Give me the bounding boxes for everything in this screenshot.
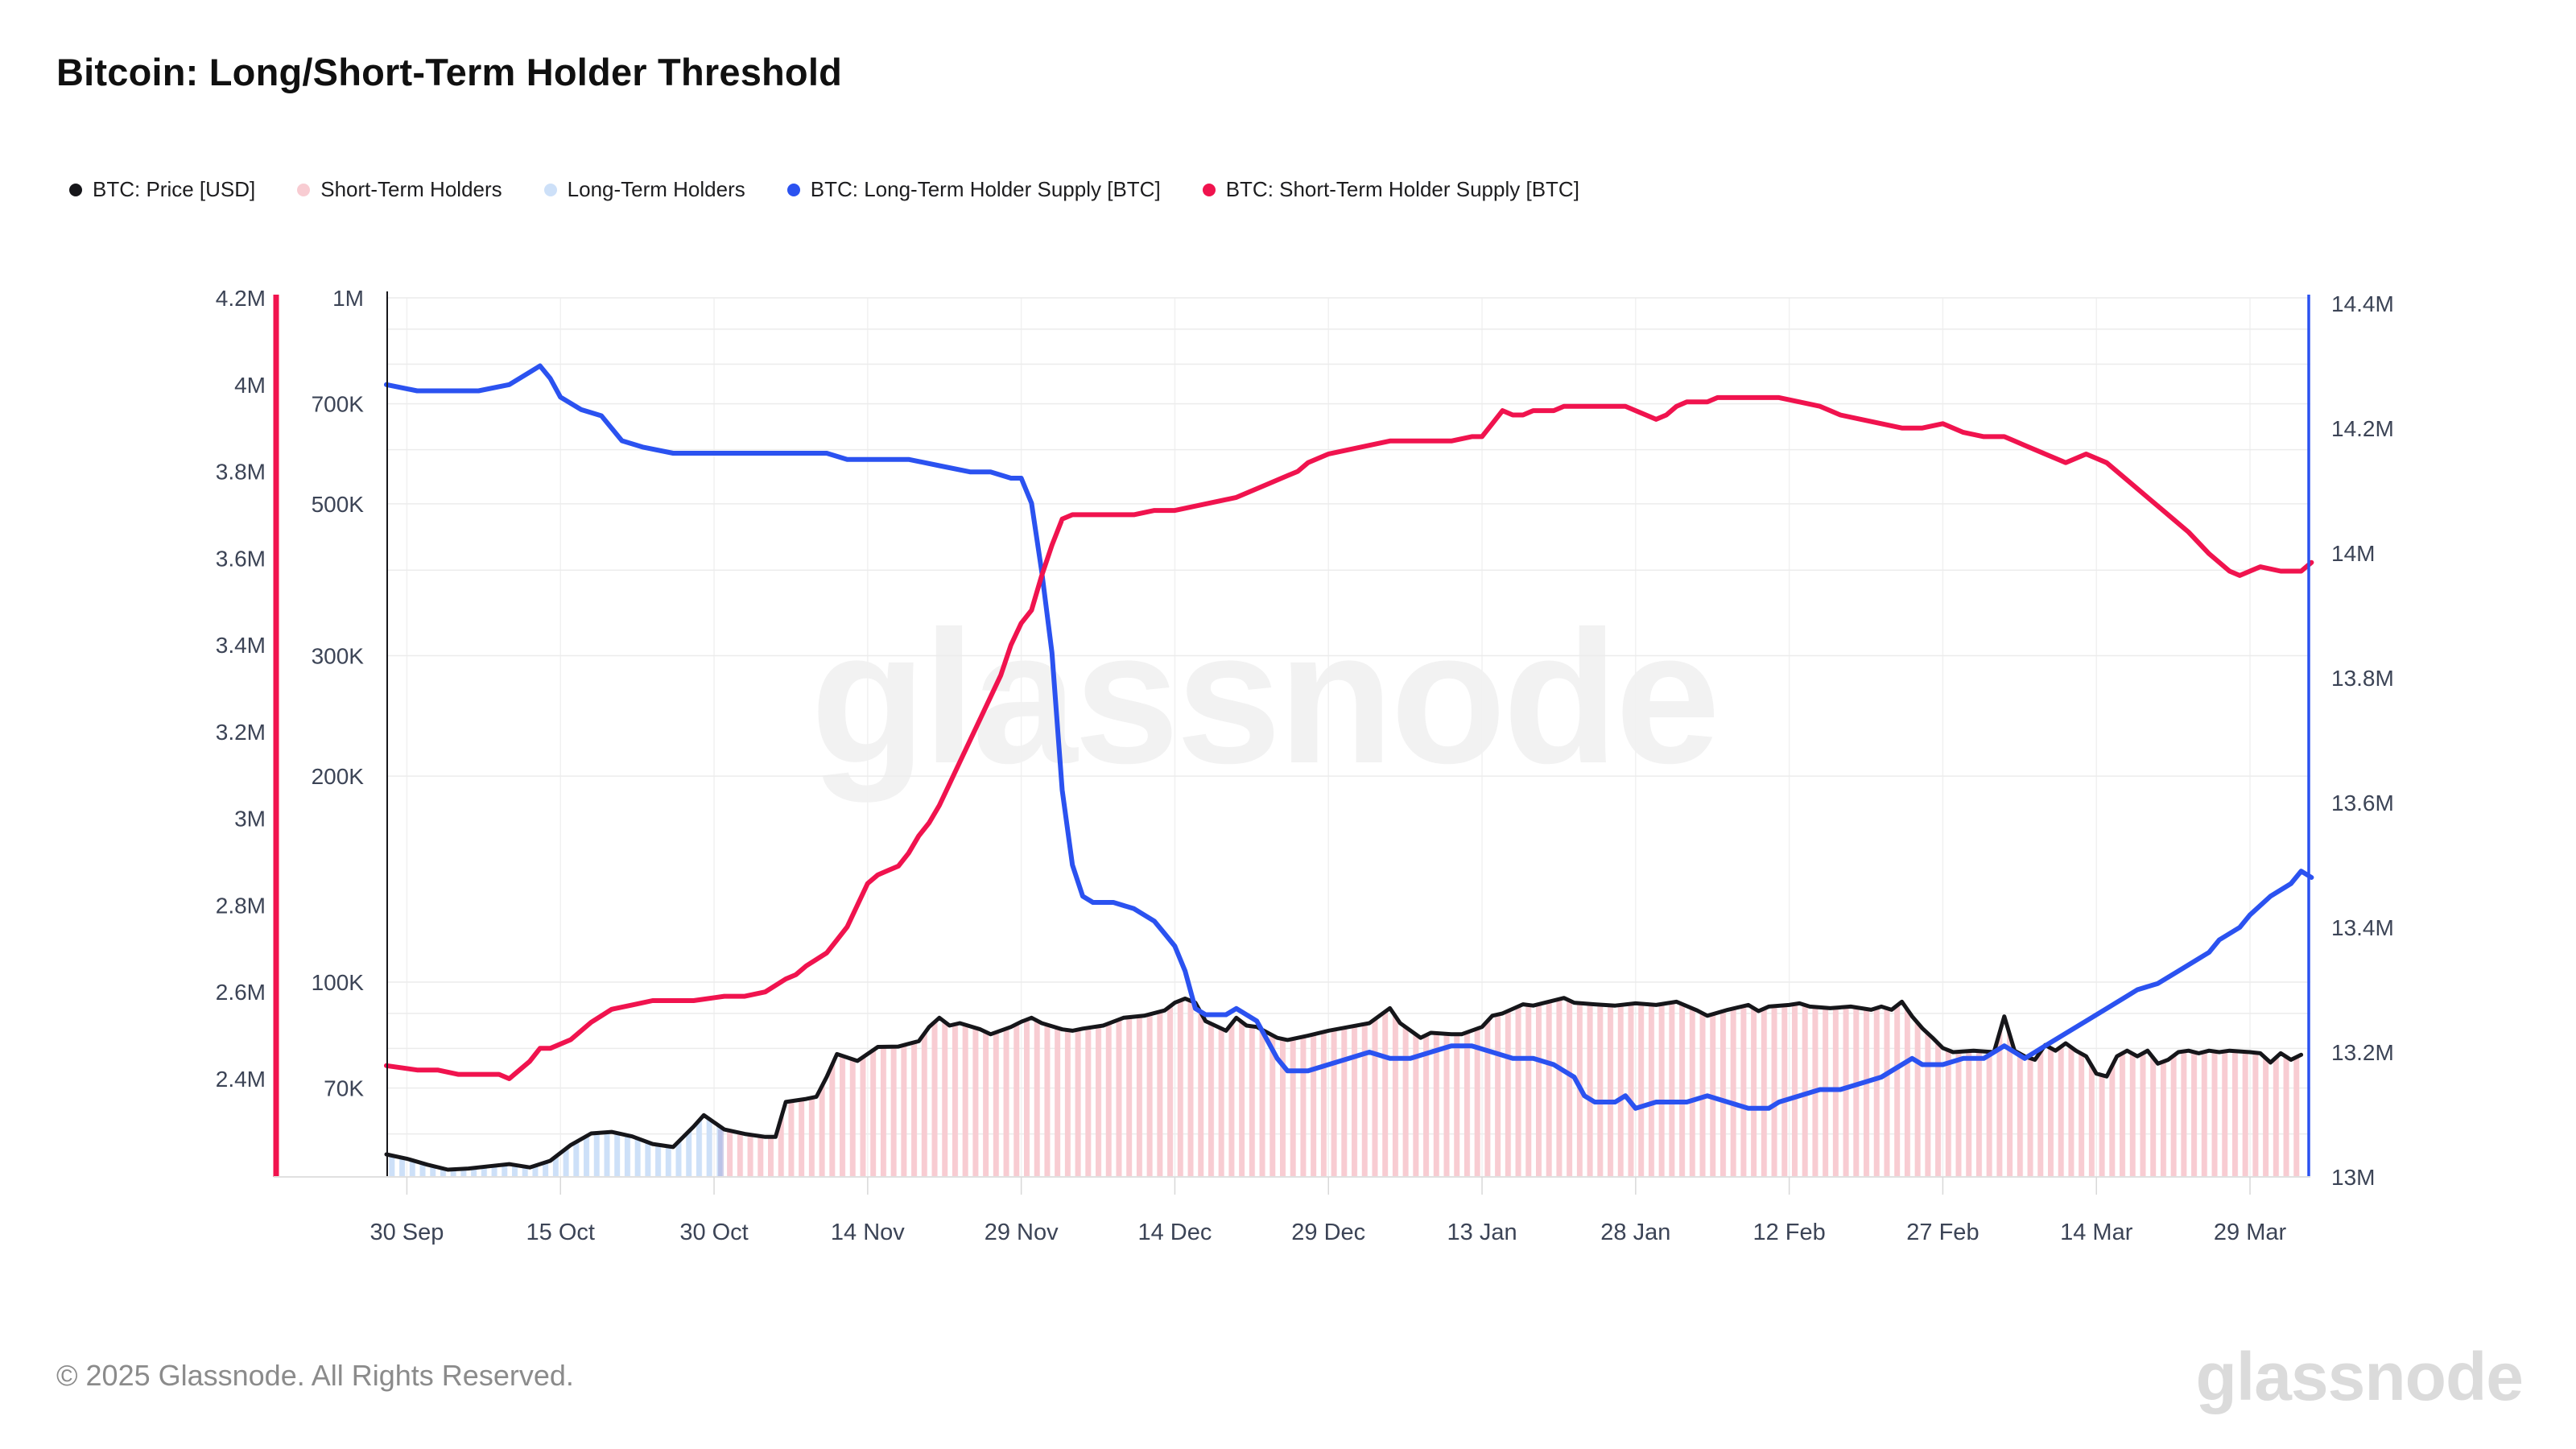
- x-axis-tick-label: 30 Sep: [369, 1220, 444, 1245]
- sth-axis-tick-label: 4.2M: [216, 286, 266, 311]
- lth-axis-tick-label: 14.2M: [2331, 416, 2394, 441]
- legend-item-4[interactable]: BTC: Short-Term Holder Supply [BTC]: [1202, 177, 1579, 202]
- sth-axis-tick-label: 2.4M: [216, 1067, 266, 1092]
- price-axis-tick-label: 300K: [312, 643, 365, 668]
- lth-axis-tick-label: 13M: [2331, 1165, 2375, 1190]
- sth-axis-tick-label: 2.6M: [216, 980, 266, 1005]
- x-axis-tick-label: 29 Dec: [1291, 1220, 1365, 1245]
- area-fill-short-term-holders: [724, 997, 2301, 1177]
- x-axis-tick-label: 27 Feb: [1906, 1220, 1979, 1245]
- chart-legend: BTC: Price [USD] Short-Term Holders Long-T…: [69, 177, 1579, 202]
- lth-axis-tick-label: 14.4M: [2331, 291, 2394, 316]
- x-axis-tick-label: 14 Mar: [2060, 1220, 2133, 1245]
- legend-item-label: Long-Term Holders: [567, 177, 745, 201]
- sth-axis-tick-label: 4M: [234, 373, 266, 398]
- lth-axis-tick-label: 13.2M: [2331, 1040, 2394, 1065]
- area-fill-long-term-holders: [386, 1115, 724, 1177]
- page-title: Bitcoin: Long/Short-Term Holder Threshol…: [56, 51, 843, 93]
- lth-axis-tick-label: 13.8M: [2331, 666, 2394, 691]
- legend-dot-icon: [1202, 183, 1216, 196]
- price-axis-tick-label: 1M: [332, 286, 364, 311]
- x-axis-tick-label: 14 Nov: [831, 1220, 905, 1245]
- x-axis-tick-label: 29 Nov: [985, 1220, 1059, 1245]
- price-axis-tick-label: 200K: [312, 764, 365, 789]
- sth-supply-line: [384, 394, 2314, 1081]
- price-axis-tick-label: 70K: [324, 1076, 364, 1101]
- legend-item-3[interactable]: BTC: Long-Term Holder Supply [BTC]: [786, 177, 1161, 202]
- legend-item-label: BTC: Long-Term Holder Supply [BTC]: [810, 177, 1161, 201]
- glassnode-logo: glassnode: [2195, 1339, 2524, 1414]
- lth-supply-line: [384, 363, 2314, 1111]
- legend-dot-icon: [297, 183, 311, 196]
- x-axis-tick-label: 14 Dec: [1137, 1220, 1212, 1245]
- legend-item-2[interactable]: Long-Term Holders: [543, 177, 745, 202]
- price-axis-tick-label: 700K: [312, 392, 365, 417]
- legend-item-label: BTC: Short-Term Holder Supply [BTC]: [1225, 177, 1579, 201]
- x-axis-tick-label: 28 Jan: [1600, 1220, 1670, 1245]
- price-line: [384, 996, 2304, 1172]
- x-axis-tick-label: 12 Feb: [1752, 1220, 1825, 1245]
- legend-item-label: BTC: Price [USD]: [93, 177, 256, 201]
- legend-item-0[interactable]: BTC: Price [USD]: [69, 177, 255, 202]
- lth-axis-tick-label: 13.6M: [2331, 791, 2394, 815]
- x-axis-tick-label: 15 Oct: [526, 1220, 595, 1245]
- glassnode-watermark: glassnode: [810, 591, 1720, 803]
- sth-axis-tick-label: 2.8M: [216, 893, 266, 918]
- sth-axis-tick-label: 3.8M: [216, 460, 266, 485]
- lth-axis-tick-label: 14M: [2331, 541, 2375, 566]
- price-axis-tick-label: 500K: [312, 492, 365, 517]
- price-axis-tick-label: 100K: [312, 970, 365, 995]
- sth-axis-tick-label: 3.6M: [216, 546, 266, 571]
- sth-axis-tick-label: 3M: [234, 807, 266, 832]
- sth-axis-tick-label: 3.2M: [216, 720, 266, 745]
- copyright-text: © 2025 Glassnode. All Rights Reserved.: [56, 1359, 574, 1392]
- overlap-bar: [718, 1129, 724, 1177]
- x-axis-tick-label: 30 Oct: [679, 1220, 748, 1245]
- legend-item-label: Short-Term Holders: [320, 177, 502, 201]
- legend-item-1[interactable]: Short-Term Holders: [297, 177, 502, 202]
- lth-axis-tick-label: 13.4M: [2331, 915, 2394, 940]
- legend-dot-icon: [786, 183, 800, 196]
- legend-dot-icon: [69, 183, 82, 196]
- legend-dot-icon: [543, 183, 557, 196]
- sth-axis-tick-label: 3.4M: [216, 633, 266, 658]
- x-axis-tick-label: 13 Jan: [1447, 1220, 1517, 1245]
- x-axis-tick-label: 29 Mar: [2214, 1220, 2287, 1245]
